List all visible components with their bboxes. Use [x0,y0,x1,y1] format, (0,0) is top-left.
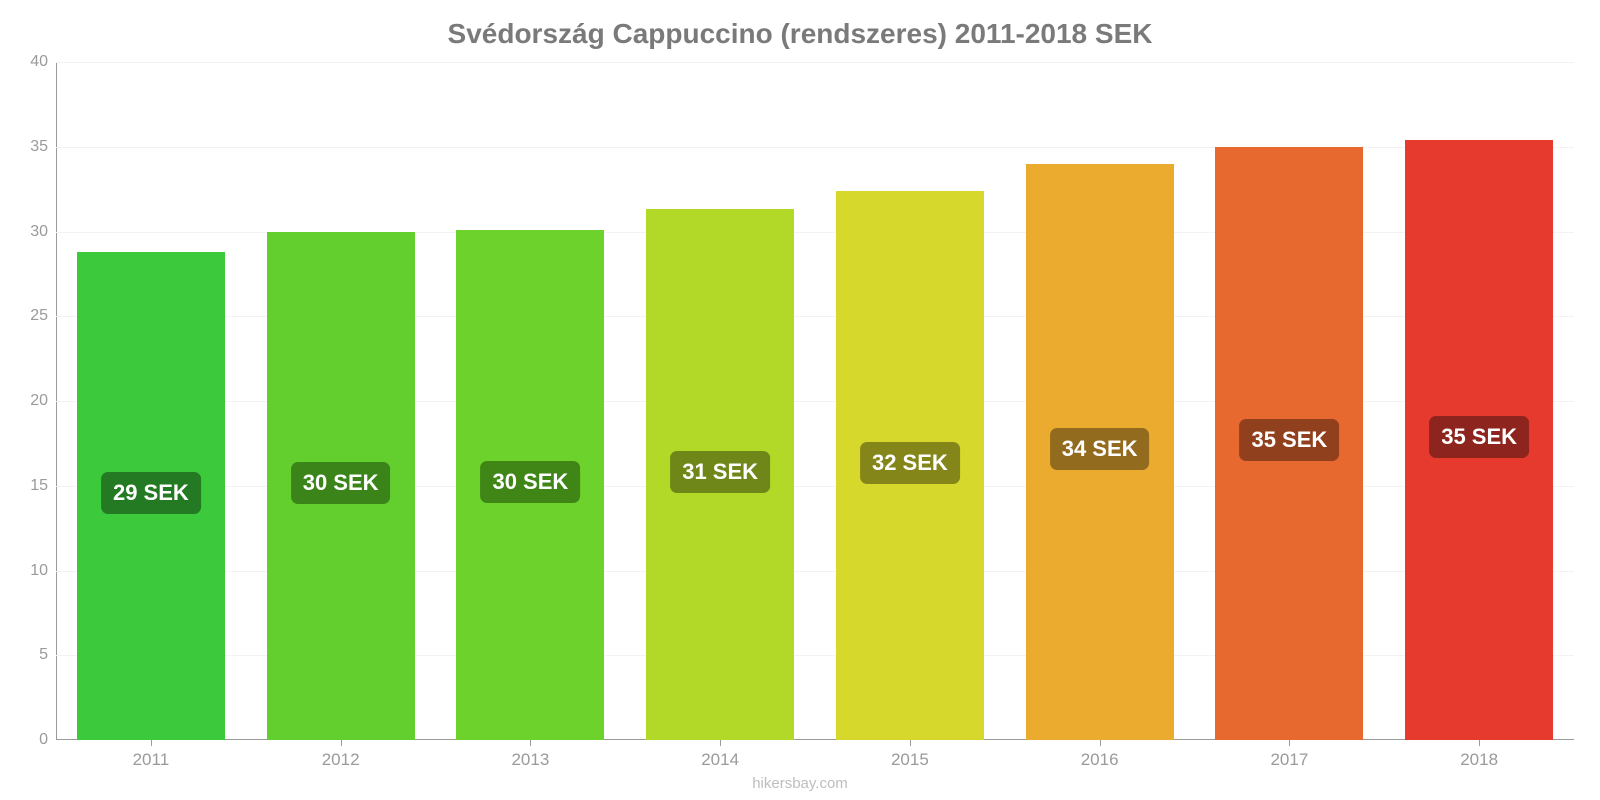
x-tick-label: 2011 [133,750,170,770]
x-tick [1100,740,1101,746]
x-tick-label: 2018 [1460,750,1498,770]
source-label: hikersbay.com [0,775,1600,792]
grid-line [56,62,1574,63]
x-tick [530,740,531,746]
bar-value-label: 31 SEK [670,451,770,493]
bar-value-label: 29 SEK [101,472,201,514]
bar-value-label: 32 SEK [860,442,960,484]
x-tick-label: 2014 [701,750,739,770]
bar-value-label: 30 SEK [480,461,580,503]
x-tick [910,740,911,746]
y-tick-label: 20 [8,392,48,410]
x-tick [720,740,721,746]
bar-value-label: 35 SEK [1239,419,1339,461]
y-tick-label: 25 [8,307,48,325]
y-tick-label: 0 [8,731,48,749]
bar-value-label: 30 SEK [291,462,391,504]
y-tick-label: 5 [8,646,48,664]
y-tick-label: 15 [8,477,48,495]
x-tick-label: 2016 [1081,750,1119,770]
x-tick [1479,740,1480,746]
y-tick-label: 40 [8,53,48,71]
x-tick-label: 2017 [1270,750,1308,770]
y-tick-label: 10 [8,562,48,580]
y-tick-label: 30 [8,223,48,241]
x-tick-label: 2012 [322,750,360,770]
x-tick [341,740,342,746]
x-tick [1289,740,1290,746]
bar-chart: Svédország Cappuccino (rendszeres) 2011-… [0,0,1600,800]
y-tick-label: 35 [8,138,48,156]
bar-value-label: 35 SEK [1429,416,1529,458]
chart-title: Svédország Cappuccino (rendszeres) 2011-… [0,18,1600,50]
x-tick [151,740,152,746]
x-tick-label: 2015 [891,750,929,770]
plot-area: 0510152025303540201129 SEK201230 SEK2013… [56,62,1574,740]
bar-value-label: 34 SEK [1050,428,1150,470]
x-tick-label: 2013 [511,750,549,770]
